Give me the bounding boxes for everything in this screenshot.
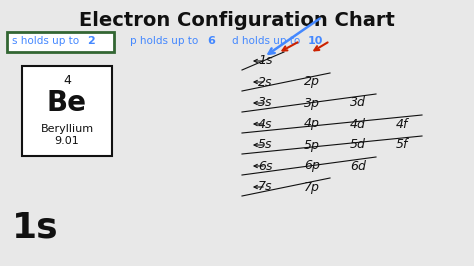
Text: 6: 6 [207, 36, 215, 47]
Text: 3s: 3s [258, 97, 273, 110]
Text: 7s: 7s [258, 181, 273, 193]
Text: 4p: 4p [304, 118, 320, 131]
Text: 4s: 4s [258, 118, 273, 131]
Text: 5d: 5d [350, 139, 366, 152]
Text: p holds up to: p holds up to [130, 36, 201, 47]
FancyBboxPatch shape [22, 66, 112, 156]
FancyBboxPatch shape [7, 32, 114, 52]
Text: s holds up to: s holds up to [12, 36, 82, 47]
Text: 4d: 4d [350, 118, 366, 131]
Text: 2p: 2p [304, 76, 320, 89]
Text: 3p: 3p [304, 97, 320, 110]
Text: 1s: 1s [258, 55, 273, 68]
Text: Be: Be [47, 89, 87, 117]
Text: 2s: 2s [258, 76, 273, 89]
Text: 6p: 6p [304, 160, 320, 172]
Text: d holds up to: d holds up to [232, 36, 303, 47]
Text: Beryllium: Beryllium [40, 124, 93, 134]
Text: 2: 2 [87, 36, 95, 47]
Text: 5s: 5s [258, 139, 273, 152]
Text: 3d: 3d [350, 97, 366, 110]
Text: 4: 4 [63, 73, 71, 86]
Text: 6s: 6s [258, 160, 273, 172]
Text: 5f: 5f [396, 139, 409, 152]
Text: 4f: 4f [396, 118, 409, 131]
Text: 9.01: 9.01 [55, 136, 79, 146]
Text: 5p: 5p [304, 139, 320, 152]
Text: 1s: 1s [12, 211, 59, 245]
Text: 10: 10 [308, 36, 323, 47]
Text: 7p: 7p [304, 181, 320, 193]
Text: Electron Configuration Chart: Electron Configuration Chart [79, 11, 395, 30]
Text: 6d: 6d [350, 160, 366, 172]
